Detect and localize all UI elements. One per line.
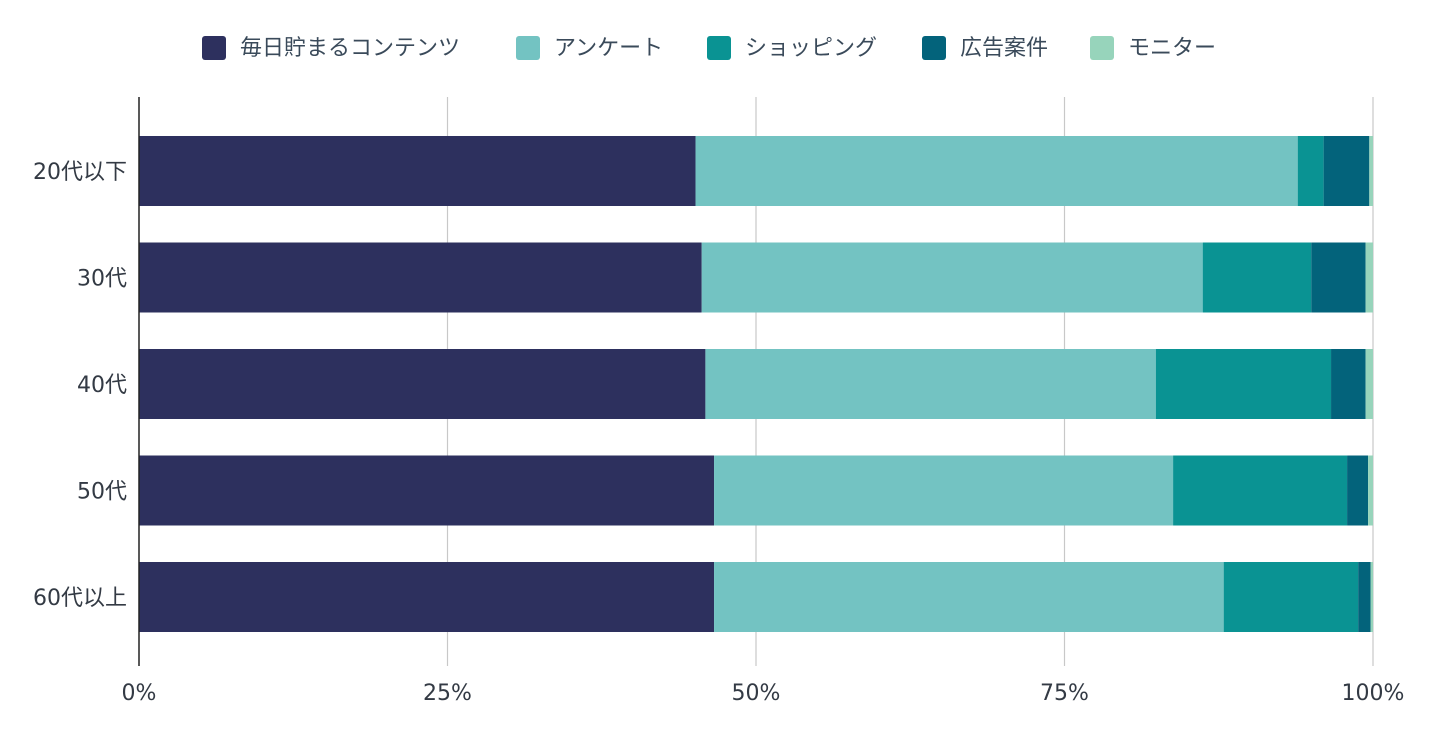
x-tick-label: 50% <box>732 681 781 706</box>
bar-segment <box>1369 136 1373 206</box>
bar-segment <box>701 242 1203 313</box>
legend-swatch <box>202 36 226 60</box>
bar-segment <box>714 455 1174 526</box>
y-axis-ticks: 20代以下 30代 40代 50代 60代以上 <box>33 160 127 611</box>
bar-segment <box>1202 242 1312 313</box>
bar-segment <box>1365 349 1373 419</box>
bar-segment <box>139 455 715 526</box>
y-tick-label: 20代以下 <box>33 160 127 185</box>
legend: 毎日貯まるコンテンツ アンケート ショッピング 広告案件 モニター <box>202 36 1216 61</box>
bar-segment <box>1358 562 1371 632</box>
bars <box>139 136 1373 632</box>
y-tick-label: 60代以上 <box>33 586 127 611</box>
x-tick-label: 0% <box>122 681 157 706</box>
bar-segment <box>1365 242 1373 313</box>
legend-swatch <box>1090 36 1114 60</box>
x-tick-label: 75% <box>1040 681 1089 706</box>
bar-segment <box>1347 455 1369 526</box>
x-tick-label: 25% <box>423 681 472 706</box>
legend-label: アンケート <box>554 36 663 61</box>
legend-swatch <box>707 36 731 60</box>
bar-segment <box>705 349 1156 419</box>
bar-segment <box>139 562 715 632</box>
legend-swatch <box>516 36 540 60</box>
legend-label: 広告案件 <box>960 36 1048 61</box>
y-tick-label: 30代 <box>77 267 127 292</box>
bar-segment <box>1331 349 1366 419</box>
bar-segment <box>139 242 702 313</box>
bar-segment <box>1155 349 1332 419</box>
bar-segment <box>695 136 1298 206</box>
x-axis-ticks: 0% 25% 50% 75% 100% <box>122 681 1405 706</box>
bar-segment <box>1311 242 1366 313</box>
bar-segment <box>714 562 1224 632</box>
y-tick-label: 40代 <box>77 373 127 398</box>
bar-segment <box>1297 136 1324 206</box>
bar-segment <box>1173 455 1348 526</box>
bar-segment <box>1368 455 1373 526</box>
legend-label: 毎日貯まるコンテンツ <box>240 36 460 61</box>
legend-swatch <box>922 36 946 60</box>
bar-segment <box>139 349 706 419</box>
bar-segment <box>1370 562 1373 632</box>
y-tick-label: 50代 <box>77 480 127 505</box>
legend-label: ショッピング <box>745 36 877 61</box>
bar-segment <box>1223 562 1359 632</box>
x-tick-label: 100% <box>1342 681 1405 706</box>
bar-segment <box>1323 136 1370 206</box>
bar-segment <box>139 136 696 206</box>
legend-label: モニター <box>1128 36 1216 61</box>
